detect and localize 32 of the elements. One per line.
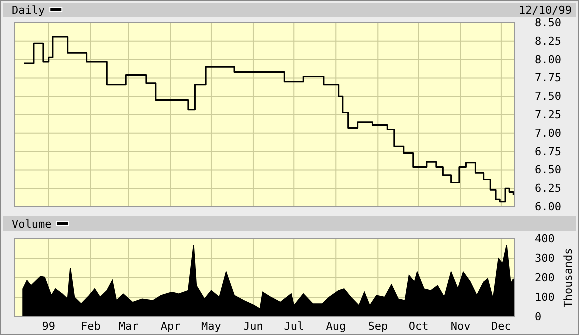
x-tick-label: Apr bbox=[160, 320, 182, 333]
y-tick-label: 200 bbox=[535, 272, 555, 285]
y-tick-label: 8.50 bbox=[535, 16, 562, 30]
y-tick-label: 7.25 bbox=[535, 108, 562, 122]
y-tick-label: 0 bbox=[535, 310, 542, 324]
x-tick-label: Dec bbox=[492, 320, 512, 333]
x-tick-label: 99 bbox=[42, 320, 56, 333]
x-tick-label: Oct bbox=[408, 320, 429, 333]
y-tick-label: 400 bbox=[535, 232, 555, 246]
y-tick-label: 7.75 bbox=[535, 72, 562, 85]
y-axis-title: Thousands bbox=[562, 248, 575, 308]
text: 12/10/99 bbox=[519, 4, 572, 17]
y-tick-label: 6.25 bbox=[535, 182, 562, 196]
x-tick-label: May bbox=[202, 320, 222, 333]
x-tick-label: Nov bbox=[450, 320, 472, 333]
y-tick-label: 6.50 bbox=[535, 164, 562, 177]
y-tick-label: 300 bbox=[535, 252, 555, 266]
legend-label: Daily bbox=[12, 4, 46, 17]
y-tick-label: 100 bbox=[535, 291, 555, 304]
x-tick-label: Jun bbox=[244, 320, 264, 333]
x-tick-label: Mar bbox=[118, 320, 140, 333]
x-tick-label: Feb bbox=[80, 320, 101, 333]
y-tick-label: 8.00 bbox=[535, 53, 562, 66]
x-tick-label: Jul bbox=[284, 320, 304, 333]
x-tick-label: Sep bbox=[368, 320, 388, 333]
y-tick-label: 7.50 bbox=[535, 90, 562, 104]
y-tick-label: 6.00 bbox=[535, 200, 562, 214]
y-tick-label: 8.25 bbox=[535, 34, 562, 48]
y-tick-label: 7.00 bbox=[535, 126, 562, 140]
y-tick-label: 6.75 bbox=[535, 145, 562, 158]
x-tick-label: Aug bbox=[326, 320, 346, 333]
legend-label: Volume bbox=[12, 218, 52, 231]
